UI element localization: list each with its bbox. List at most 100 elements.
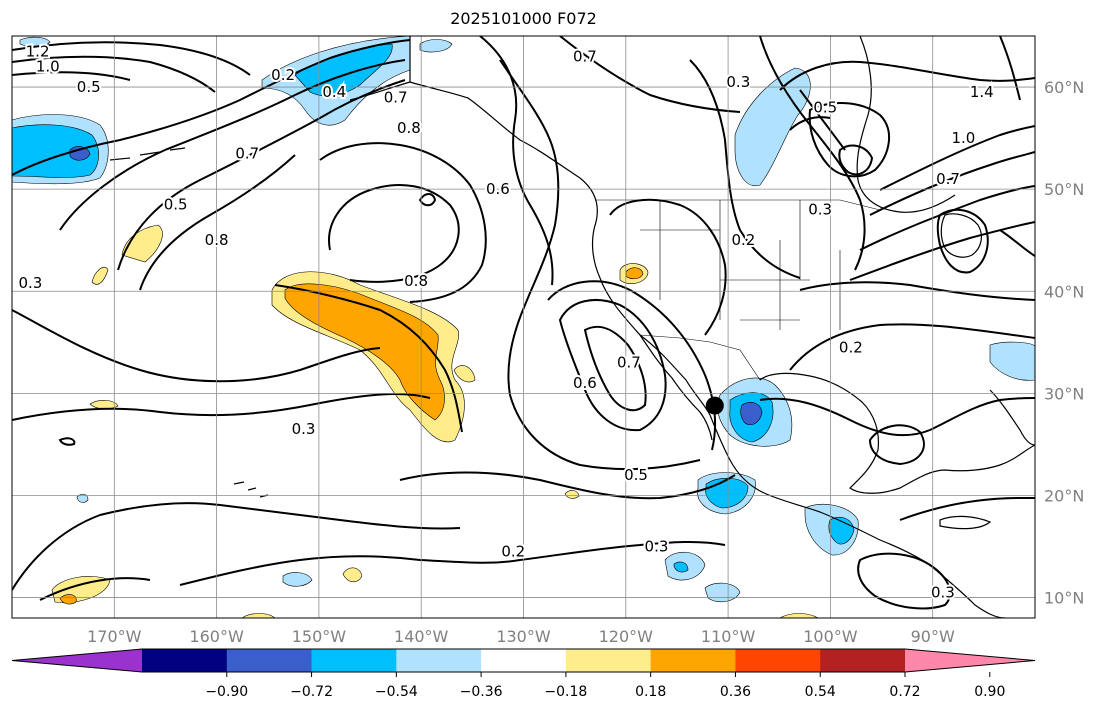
negative-anomaly-dark-blue bbox=[740, 402, 763, 425]
colorbar-bin bbox=[565, 649, 652, 672]
contour-line bbox=[838, 144, 874, 176]
contour-line bbox=[789, 116, 1035, 191]
contour-line bbox=[39, 540, 726, 601]
longitude-tick-labels: 170°W 160°W 150°W 140°W 130°W 120°W 110°W 100°W… bbox=[87, 627, 955, 646]
colorbar-bin bbox=[481, 649, 567, 672]
positive-anomaly-yellow-small bbox=[91, 266, 109, 285]
contour-line bbox=[479, 36, 554, 286]
colorbar-bin bbox=[650, 649, 736, 672]
contour-line bbox=[12, 309, 381, 383]
contour-label: 0.4 bbox=[322, 83, 346, 101]
baja-california bbox=[639, 334, 713, 441]
colorbar-tick-label: 0.18 bbox=[635, 684, 666, 700]
coastlines bbox=[109, 36, 1035, 618]
colorbar-outline bbox=[11, 648, 1036, 673]
longitude-tick-label: 120°W bbox=[599, 627, 654, 646]
contour-line bbox=[319, 142, 487, 303]
positive-anomaly-orange-small bbox=[59, 594, 77, 605]
latitude-tick-label: 60°N bbox=[1044, 78, 1084, 97]
negative-anomaly-light-blue bbox=[419, 39, 453, 53]
contour-label: 1.2 bbox=[26, 42, 50, 60]
contour-label: 0.5 bbox=[77, 78, 101, 96]
cuba bbox=[939, 515, 992, 530]
plot-title: 2025101000 F072 bbox=[450, 9, 597, 28]
contour-labels: 0.2 0.4 0.7 0.8 0.7 0.5 0.8 0.8 0.3 0.3 0.2 0.3 0.5 0… bbox=[16, 40, 995, 603]
aleutians bbox=[109, 147, 186, 161]
longitude-tick-label: 110°W bbox=[701, 627, 756, 646]
contour-line bbox=[583, 325, 647, 412]
contour-label: 0.7 bbox=[936, 170, 960, 188]
colorbar-tick-label: −0.36 bbox=[460, 684, 503, 700]
contour-label: 0.3 bbox=[292, 420, 316, 438]
contour-label: 0.5 bbox=[624, 466, 648, 484]
contour-line bbox=[799, 281, 1035, 301]
contour-line bbox=[12, 393, 431, 421]
longitude-tick-label: 150°W bbox=[292, 627, 347, 646]
colorbar-tick-label: 0.72 bbox=[889, 684, 920, 700]
contour-label: 0.3 bbox=[726, 73, 750, 91]
latitude-tick-label: 50°N bbox=[1044, 180, 1084, 199]
north-america-west-coast bbox=[409, 36, 1006, 618]
contour-label: 0.2 bbox=[732, 231, 756, 249]
negative-anomaly-light-blue bbox=[734, 67, 811, 187]
contour-label: 1.0 bbox=[951, 129, 975, 147]
graticule bbox=[12, 36, 1035, 618]
contour-label: 0.6 bbox=[573, 374, 597, 392]
contour-line bbox=[789, 323, 1035, 371]
contour-line bbox=[418, 193, 437, 207]
longitude-tick-label: 130°W bbox=[496, 627, 551, 646]
contour-label: 0.7 bbox=[573, 47, 597, 65]
latitude-tick-label: 20°N bbox=[1044, 486, 1084, 505]
colorbar: −0.90 −0.72 −0.54 −0.36 −0.18 0.18 0.36 0.54 0.7… bbox=[11, 648, 1036, 700]
contour-label: 0.3 bbox=[645, 538, 669, 556]
longitude-tick-label: 90°W bbox=[911, 627, 955, 646]
colorbar-extend-max bbox=[905, 649, 1035, 672]
contour-line bbox=[12, 502, 461, 591]
negative-anomaly-light-blue bbox=[704, 582, 741, 603]
contour-label: 1.0 bbox=[36, 58, 60, 76]
contour-label: 0.8 bbox=[205, 231, 229, 249]
longitude-tick-label: 140°W bbox=[394, 627, 449, 646]
gulf-coast bbox=[759, 372, 1035, 494]
contour-line bbox=[559, 36, 741, 113]
contour-label: 0.3 bbox=[18, 274, 42, 292]
contour-line bbox=[558, 299, 667, 432]
positive-anomaly-orange bbox=[284, 283, 445, 421]
contour-label: 0.2 bbox=[839, 338, 863, 356]
contour-line bbox=[868, 424, 925, 466]
shaded-fields bbox=[12, 36, 1035, 618]
positive-anomaly-orange-small bbox=[625, 267, 644, 280]
positive-anomaly-yellow-small bbox=[453, 365, 476, 383]
contour-line bbox=[849, 221, 1035, 281]
positive-anomaly-yellow-small bbox=[89, 400, 119, 410]
colorbar-bin bbox=[396, 649, 482, 672]
contour-line bbox=[759, 397, 1035, 437]
us-mexico-border bbox=[639, 334, 761, 381]
contour-line bbox=[274, 284, 463, 433]
contour-line bbox=[12, 39, 411, 176]
colorbar-tick-label: −0.72 bbox=[290, 684, 333, 700]
colorbar-bin bbox=[311, 649, 397, 672]
longitude-tick-label: 160°W bbox=[189, 627, 244, 646]
contour-label: 0.7 bbox=[617, 354, 641, 372]
contour-line bbox=[139, 154, 296, 291]
contour-line bbox=[59, 59, 406, 231]
colorbar-bin bbox=[226, 649, 313, 672]
negative-anomaly-blue bbox=[673, 561, 689, 573]
contour-label: 0.5 bbox=[813, 98, 837, 116]
contour-line bbox=[799, 89, 846, 151]
positive-anomaly-yellow-small bbox=[121, 224, 163, 263]
latitude-tick-label: 40°N bbox=[1044, 282, 1084, 301]
contour-line bbox=[899, 497, 1035, 521]
colorbar-bin bbox=[735, 649, 821, 672]
colorbar-extend-min bbox=[12, 649, 142, 672]
contour-line bbox=[857, 552, 951, 610]
colorbar-bin bbox=[820, 649, 906, 672]
contour-lines bbox=[12, 36, 1035, 610]
colorbar-bin bbox=[142, 649, 228, 672]
contour-line bbox=[779, 60, 1035, 91]
negative-anomaly-light-blue bbox=[76, 493, 89, 503]
contour-line bbox=[12, 55, 216, 93]
contour-label: 0.8 bbox=[397, 119, 421, 137]
